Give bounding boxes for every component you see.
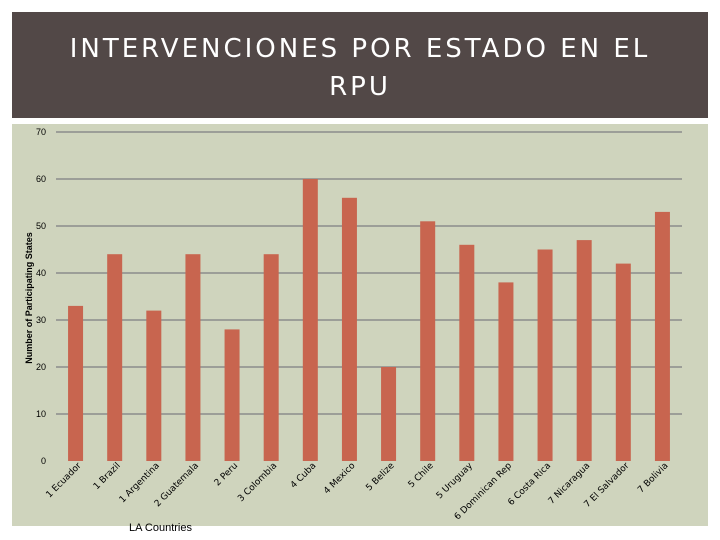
bar — [654, 211, 670, 461]
x-tick-label: 5 Belize — [364, 461, 397, 494]
y-tick-label: 20 — [36, 362, 46, 372]
x-axis-label: LA Countries — [129, 522, 192, 534]
y-tick-label: 50 — [36, 221, 46, 231]
x-tick-label: 2 Peru — [213, 461, 240, 488]
x-tick-label: 3 Colombia — [236, 461, 279, 504]
y-tick-label: 40 — [36, 268, 46, 278]
plot-panel — [12, 124, 708, 526]
x-tick-label: 5 Uruguay — [435, 461, 476, 502]
chart-title: INTERVENCIONES POR ESTADO EN EL RPU — [69, 34, 651, 102]
bar — [576, 240, 592, 461]
bar — [224, 329, 240, 461]
bar — [107, 254, 123, 461]
y-tick-label: 10 — [36, 409, 46, 419]
x-tick-label: 1 Ecuador — [45, 461, 84, 500]
x-tick-label: 5 Chile — [407, 461, 436, 490]
x-tick-label: 4 Mexico — [322, 461, 358, 497]
bar — [381, 367, 397, 461]
y-tick-label: 0 — [41, 456, 46, 466]
bar — [420, 221, 436, 461]
y-tick-label: 60 — [36, 174, 46, 184]
y-axis-label: Number of Participating States — [24, 232, 34, 364]
bar — [146, 310, 162, 461]
y-tick-label: 70 — [36, 127, 46, 137]
bar — [459, 244, 475, 461]
bar — [68, 305, 84, 461]
x-tick-label: 7 Bolivia — [636, 461, 670, 495]
bar — [615, 263, 631, 461]
bar — [302, 179, 318, 461]
x-tick-label: 1 Brazil — [92, 461, 123, 492]
bar — [537, 249, 553, 461]
title-bar: INTERVENCIONES POR ESTADO EN EL RPU — [12, 12, 708, 118]
x-tick-label: 4 Cuba — [289, 461, 319, 491]
bar — [341, 197, 357, 462]
bar — [498, 282, 514, 461]
bar — [263, 254, 279, 461]
bar — [185, 254, 201, 461]
y-tick-label: 30 — [36, 315, 46, 325]
